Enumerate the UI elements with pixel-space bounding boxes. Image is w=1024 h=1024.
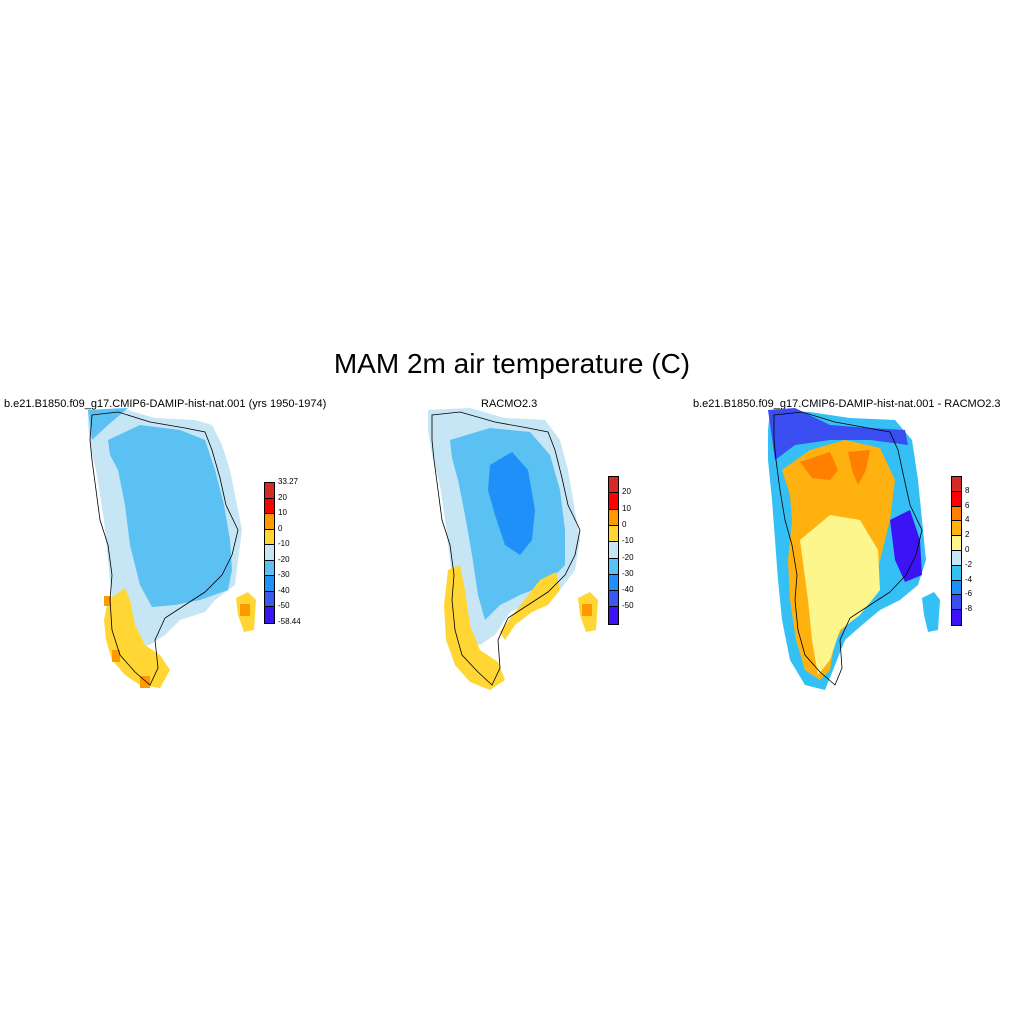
- colorbar-swatch: [264, 606, 275, 624]
- colorbar-label: -10: [278, 539, 290, 548]
- region-diff-hot: [800, 452, 838, 480]
- region-model-south: [104, 588, 170, 688]
- colorbar-label: -30: [622, 568, 634, 578]
- colorbar-label: 0: [965, 545, 970, 554]
- map-difference: [768, 408, 940, 690]
- region-diff-cold-east: [890, 510, 922, 582]
- panel-title-racmo: RACMO2.3: [481, 398, 538, 410]
- colorbar-label: -30: [278, 570, 290, 579]
- region-model-top: [88, 408, 128, 440]
- panel-title-model: b.e21.B1850.f09_g17.CMIP6-DAMIP-hist-nat…: [4, 398, 327, 410]
- region-racmo-island-warm: [582, 604, 592, 616]
- colorbar-label: -50: [622, 601, 634, 611]
- region-model-interior: [108, 425, 232, 607]
- region-model-warm-1: [112, 650, 120, 662]
- region-model-warm-3: [104, 596, 111, 606]
- colorbar-label: 33.27: [278, 477, 299, 486]
- colorbar-label: 6: [965, 500, 970, 510]
- coastline-model: [89, 411, 239, 686]
- region-racmo-east-coast: [500, 572, 560, 640]
- colorbar-label: -58.44: [278, 616, 301, 626]
- colorbar-label: -10: [622, 536, 634, 546]
- figure-title: MAM 2m air temperature (C): [333, 348, 691, 379]
- colorbar-label: 20: [278, 492, 287, 502]
- map-racmo: [428, 408, 598, 690]
- region-model-island-warm: [240, 604, 250, 616]
- colorbar-swatch: [951, 609, 962, 626]
- colorbar-label: 4: [965, 515, 970, 525]
- colorbar-label: -20: [622, 552, 634, 562]
- colorbar-label: 10: [622, 503, 631, 513]
- map-model: [88, 408, 256, 688]
- colorbar-label: -20: [278, 554, 290, 564]
- colorbar-label: 0: [278, 523, 283, 533]
- colorbar-swatch: [608, 606, 619, 625]
- colorbar-label: 2: [965, 530, 970, 540]
- colorbar-label: -2: [965, 559, 973, 569]
- colorbar-label: 10: [278, 508, 287, 517]
- region-racmo-south: [444, 565, 505, 690]
- region-model-warm-2: [140, 676, 150, 688]
- region-diff-cold-north: [768, 408, 908, 460]
- colorbar-label: -40: [278, 585, 290, 595]
- panel-title-difference: b.e21.B1850.f09_g17.CMIP6-DAMIP-hist-nat…: [693, 398, 1001, 410]
- colorbar-label: -40: [622, 585, 634, 595]
- colorbar-label: 20: [622, 487, 631, 497]
- colorbar-label: -50: [278, 601, 290, 610]
- region-diff-hot-2: [848, 450, 870, 485]
- colorbar-label: 0: [622, 519, 627, 529]
- colorbar-label: -4: [965, 574, 973, 584]
- colorbar-label: -8: [965, 604, 973, 614]
- region-diff-island: [922, 592, 940, 632]
- colorbar-label: -6: [965, 589, 973, 599]
- region-racmo-core: [488, 452, 535, 555]
- colorbar-label: 8: [965, 485, 970, 495]
- coastline-racmo: [431, 411, 581, 686]
- coastline-difference: [773, 411, 923, 686]
- region-diff-mild: [800, 515, 880, 675]
